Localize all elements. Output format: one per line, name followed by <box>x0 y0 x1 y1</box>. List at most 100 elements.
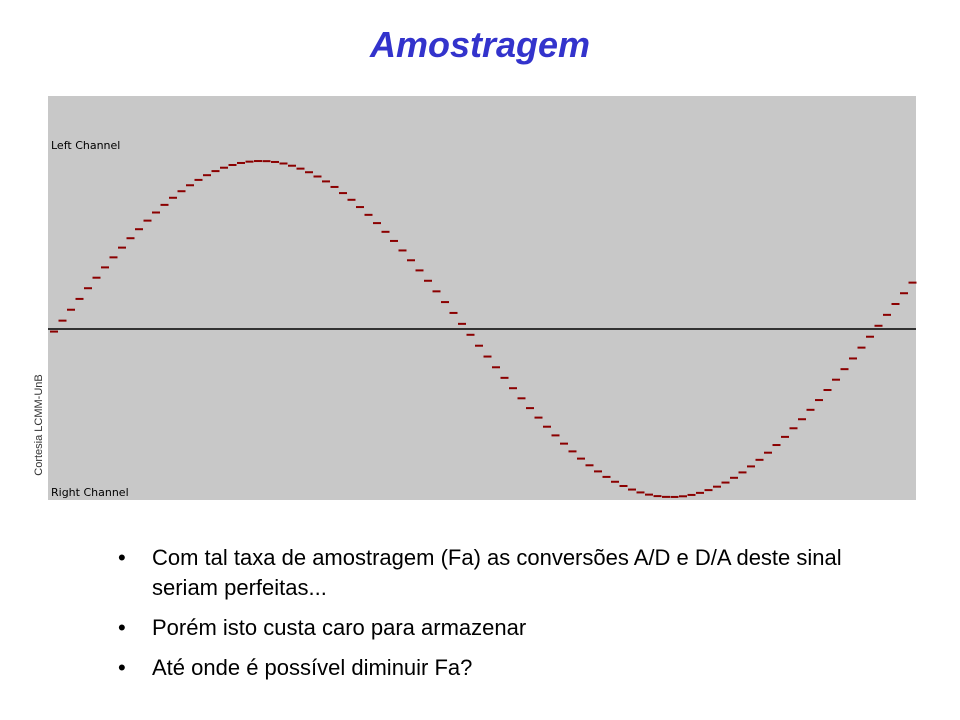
sample-dash <box>203 174 211 177</box>
sample-dash <box>645 493 653 496</box>
sample-dash <box>696 491 704 494</box>
sample-dash <box>679 495 687 498</box>
sample-dash <box>730 476 738 479</box>
samples <box>50 160 917 498</box>
sample-dash <box>704 489 713 492</box>
sample-dash <box>228 163 237 166</box>
sample-dash <box>449 311 458 314</box>
sample-dash <box>798 418 806 421</box>
sample-dash <box>509 387 517 390</box>
sample-dash <box>177 190 186 193</box>
sample-dash <box>458 322 466 325</box>
sample-dash <box>670 495 679 498</box>
sample-dash <box>288 164 296 167</box>
waveform-panel <box>48 96 916 500</box>
sample-dash <box>908 281 917 284</box>
sample-dash <box>738 471 747 474</box>
bullet: Porém isto custa caro para armazenar <box>118 613 878 643</box>
sample-dash <box>883 313 891 316</box>
sample-dash <box>543 425 551 428</box>
sample-dash <box>245 160 254 163</box>
sample-dash <box>92 276 101 279</box>
bullet: Até onde é possível diminuir Fa? <box>118 653 878 683</box>
sample-dash <box>619 484 628 487</box>
sample-dash <box>50 330 58 333</box>
slide-title: Amostragem <box>369 24 591 65</box>
sample-dash <box>143 219 152 222</box>
sample-dash <box>135 228 143 231</box>
sample-dash <box>721 481 730 484</box>
sample-dash <box>772 444 781 447</box>
sample-dash <box>313 175 322 178</box>
sample-dash <box>628 488 636 491</box>
sample-dash <box>254 160 262 163</box>
sample-dash <box>713 485 721 488</box>
sample-dash <box>67 308 75 311</box>
sample-dash <box>840 368 849 371</box>
sample-dash <box>432 290 441 293</box>
sample-dash <box>169 196 177 199</box>
channel-label: Right Channel <box>51 486 129 499</box>
sample-dash <box>381 230 390 233</box>
sample-dash <box>152 211 160 214</box>
sample-dash <box>483 355 492 358</box>
sample-dash <box>662 495 670 498</box>
sample-dash <box>441 301 449 304</box>
sample-dash <box>636 491 645 494</box>
sample-dash <box>390 239 398 242</box>
sample-dash <box>347 198 356 201</box>
sample-dash <box>874 324 883 327</box>
sample-dash <box>466 333 475 336</box>
sample-dash <box>211 170 220 173</box>
sample-dash <box>500 376 509 379</box>
sample-dash <box>126 237 135 240</box>
sample-dash <box>594 470 602 473</box>
sample-dash <box>373 222 381 225</box>
sample-dash <box>823 389 832 392</box>
sample-dash <box>398 249 407 252</box>
sample-dash <box>475 344 483 347</box>
sample-dash <box>186 184 194 187</box>
sample-dash <box>764 451 772 454</box>
channel-label: Left Channel <box>51 139 120 152</box>
sample-dash <box>109 256 118 259</box>
sample-dash <box>220 166 228 169</box>
sample-dash <box>900 292 908 295</box>
sample-dash <box>611 480 619 483</box>
sample-dash <box>75 297 84 300</box>
sample-dash <box>866 335 874 338</box>
sample-dash <box>815 399 823 402</box>
sample-dash <box>653 495 662 498</box>
sample-dash <box>407 259 415 262</box>
sample-dash <box>747 465 755 468</box>
sample-dash <box>781 435 789 438</box>
sample-dash <box>305 171 313 174</box>
sample-dash <box>101 266 109 269</box>
sample-dash <box>849 357 857 360</box>
sample-dash <box>891 302 900 305</box>
credit: Cortesia LCMM-UnB <box>33 374 45 475</box>
sample-dash <box>279 162 288 165</box>
sample-dash <box>602 475 611 478</box>
sample-dash <box>551 434 560 437</box>
sample-dash <box>84 287 92 290</box>
sample-dash <box>364 213 373 216</box>
sample-dash <box>585 464 594 467</box>
sample-dash <box>560 442 568 445</box>
sample-dash <box>296 167 305 170</box>
sample-dash <box>330 185 339 188</box>
sample-dash <box>687 493 696 496</box>
sample-dash <box>577 457 585 460</box>
sample-dash <box>517 397 526 400</box>
sample-dash <box>415 269 424 272</box>
sample-dash <box>322 180 330 183</box>
sample-dash <box>339 192 347 195</box>
bullet-list: Com tal taxa de amostragem (Fa) as conve… <box>118 543 878 693</box>
sample-dash <box>58 319 67 322</box>
sample-dash <box>806 408 815 411</box>
sample-dash <box>534 416 543 419</box>
sample-dash <box>526 407 534 410</box>
sample-dash <box>568 450 577 453</box>
sample-dash <box>356 206 364 209</box>
